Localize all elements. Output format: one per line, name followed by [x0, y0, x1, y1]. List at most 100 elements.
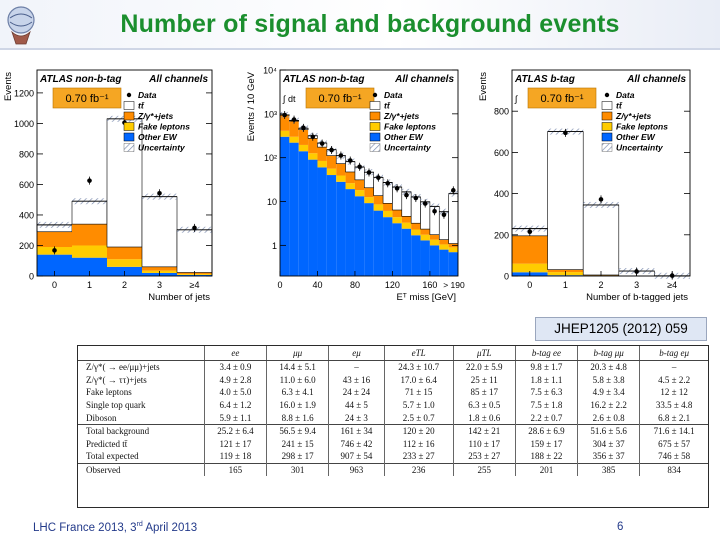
table-cell: 8.8 ± 1.6 — [266, 411, 329, 425]
table-cell: 112 ± 16 — [383, 437, 454, 451]
table-cell: 5.9 ± 1.1 — [203, 411, 267, 425]
table-cell: 56.5 ± 9.4 — [266, 423, 329, 438]
footer-prefix: LHC France 2013, 3 — [33, 521, 137, 534]
table-cell: 253 ± 27 — [452, 450, 516, 464]
table-cell: 188 ± 22 — [514, 450, 578, 464]
legend-label: Other EW — [384, 132, 424, 142]
bar-z_jets — [107, 247, 142, 260]
lumi-box — [305, 87, 375, 109]
legend-swatch — [369, 143, 381, 152]
legend-label: Fake leptons — [138, 122, 190, 132]
table-header-cell: b-tag μμ — [577, 346, 640, 361]
bar-fake — [420, 234, 430, 241]
x-axis-label: Number of b-tagged jets — [586, 292, 688, 303]
footer-conference: LHC France 2013, 3rd April 2013 — [33, 521, 197, 534]
bar-other_ew — [326, 175, 337, 276]
atlas-logo-icon — [7, 6, 35, 45]
title-divider — [0, 48, 720, 50]
data-point — [87, 178, 92, 183]
legend-swatch — [601, 111, 613, 121]
table-cell: 119 ± 18 — [203, 450, 267, 464]
data-point — [441, 212, 447, 218]
data-point — [563, 130, 568, 136]
chart-title: ATLAS non-b-tag — [282, 74, 364, 85]
bar-z_jets — [364, 187, 374, 198]
x-tick-label: 2 — [122, 280, 127, 290]
table-cell: 746 ± 42 — [328, 437, 385, 451]
bar-fake — [317, 160, 327, 168]
data-point — [338, 153, 344, 158]
bar-other_ew — [420, 240, 430, 276]
bar-other_ew — [429, 245, 440, 276]
x-tick-label: 2 — [598, 280, 603, 290]
lumi-label: 0.70 fb⁻¹ — [65, 93, 108, 105]
y-axis-label: Events — [478, 72, 489, 101]
bar-z_jets — [439, 239, 449, 245]
legend-swatch — [601, 122, 613, 131]
legend-label: tt̄ — [384, 101, 391, 111]
bar-z_jets — [317, 147, 327, 161]
table-cell: 201 — [514, 462, 578, 477]
data-point — [413, 195, 419, 201]
table-row-label: Single top quark — [86, 400, 146, 411]
y-tick-label: 1200 — [14, 88, 34, 98]
bar-z_jets — [401, 216, 412, 223]
bar-other_ew — [354, 196, 365, 276]
table-cell: 4.9 ± 3.4 — [577, 386, 640, 399]
y-tick-label: 10⁴ — [263, 66, 277, 76]
table-cell: 12 ± 12 — [639, 386, 708, 399]
table-cell: 255 — [452, 462, 516, 477]
x-axis-label: Number of jets — [148, 292, 210, 303]
bar-fake — [383, 210, 393, 218]
y-tick-label: 200 — [19, 241, 34, 251]
bar-ttbar — [582, 204, 620, 276]
table-cell: 110 ± 17 — [452, 437, 516, 451]
bar-z_jets — [298, 129, 309, 145]
table-cell: 17.0 ± 6.4 — [383, 373, 454, 387]
bar-fake — [298, 144, 309, 152]
x-tick-label: 1 — [87, 280, 92, 290]
x-tick-label: 40 — [312, 280, 322, 290]
data-point — [394, 186, 400, 191]
table-cell: 963 — [328, 462, 385, 477]
lumi-prefix: ∫ dt — [282, 94, 296, 104]
data-point — [422, 201, 428, 206]
table-cell: 24.3 ± 10.7 — [383, 360, 454, 374]
table-cell: 6.4 ± 1.2 — [203, 398, 267, 412]
btag-multiplicity-chart: 0 200 400 600 800 0 1 2 3 ≥4 Number of b-tagged je… — [478, 69, 691, 303]
bar-fake — [289, 136, 299, 143]
y-tick-label: 800 — [19, 149, 34, 159]
bar-other_ew — [383, 217, 393, 276]
bar-other_ew — [317, 167, 327, 276]
page-number: 6 — [617, 521, 624, 533]
legend-label: Z/γ*+jets — [383, 111, 419, 121]
bar-fake — [345, 183, 355, 190]
legend-data-marker — [126, 92, 132, 98]
legend-label: tt̄ — [616, 101, 623, 111]
table-header-cell: eTL — [383, 346, 454, 361]
data-point — [329, 147, 334, 153]
table-row: Fake leptons 4.0 ± 5.0 6.3 ± 4.1 24 ± 24 71 … — [78, 386, 708, 399]
y-tick-label: 600 — [19, 180, 34, 190]
table-cell: 834 — [639, 462, 708, 477]
data-point — [527, 229, 533, 235]
bar-other_ew — [308, 159, 318, 276]
x-tick-label: 3 — [157, 280, 162, 290]
x-tick-label: > 190 — [443, 280, 465, 290]
x-tick-label: 160 — [422, 280, 437, 290]
table-row: Total background 25.2 ± 6.4 56.5 ± 9.4 161 … — [78, 423, 708, 438]
table-cell: 6.3 ± 0.5 — [452, 398, 516, 412]
y-tick-label: 10 — [267, 197, 277, 207]
bar-fake — [364, 197, 374, 204]
data-point — [366, 170, 372, 175]
legend-label: Data — [384, 90, 403, 100]
data-point — [451, 188, 456, 193]
table-cell: 22.0 ± 5.9 — [452, 360, 516, 374]
legend-swatch — [123, 132, 135, 142]
slide-title: Number of signal and background events — [120, 10, 620, 38]
table-row-label: Predicted tt̄ — [86, 438, 128, 449]
table-cell: 165 — [203, 462, 267, 477]
bar-other_ew — [439, 249, 449, 276]
table-cell: 4.5 ± 2.2 — [639, 373, 708, 387]
bar-z_jets — [373, 195, 384, 205]
